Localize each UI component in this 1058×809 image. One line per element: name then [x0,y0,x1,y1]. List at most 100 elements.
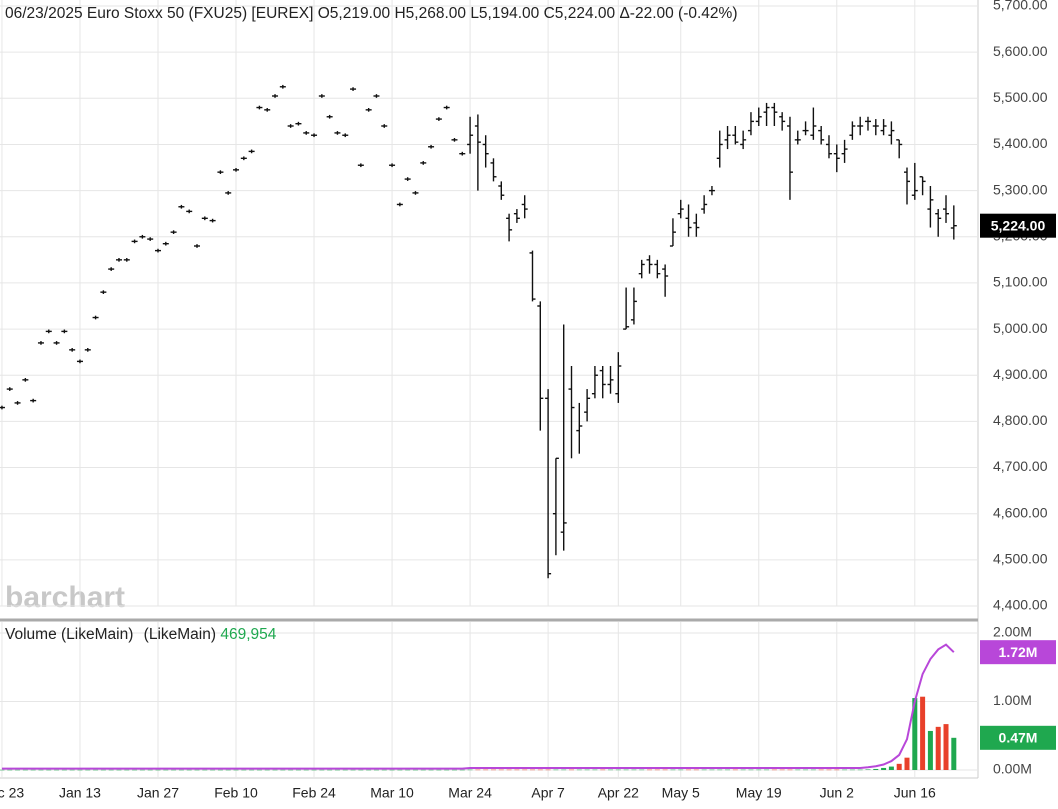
volume-bar [264,769,270,771]
volume-bar [639,769,645,771]
volume-bar [779,769,785,771]
volume-bar [615,769,621,771]
volume-subtitle: (LikeMain) [144,626,216,643]
volume-bar [147,769,153,771]
close-label: C5,224.00 [544,5,616,22]
volume-bar [405,769,411,771]
volume-bar [888,766,894,770]
volume-bar [171,769,177,771]
volume-bar [256,769,262,771]
volume-bar [818,769,824,771]
volume-bar [373,769,379,771]
high-label: H5,268.00 [394,5,466,22]
volume-bar [912,698,918,770]
plot-area [0,0,978,778]
chart-title: 06/23/2025 Euro Stoxx 50 (FXU25) [EUREX] [5,5,313,22]
volume-bar [561,769,567,771]
volume-bar [873,768,879,770]
volume-bar [116,769,122,771]
volume-bar [139,769,145,771]
line-badge: 1.72M [999,644,1038,660]
chart-header: 06/23/2025 Euro Stoxx 50 (FXU25) [EUREX]… [5,5,737,22]
volume-bar [849,769,855,771]
volume-bar [163,769,169,771]
volume-bar [334,769,340,771]
volume-bar [54,769,60,771]
volume-bar [514,769,520,771]
volume-bar [506,769,512,771]
volume-bar [623,769,629,771]
volume-bar [608,769,614,771]
volume-bar [810,769,816,771]
volume-bar [428,769,434,771]
volume-bar [46,769,52,771]
volume-bar [795,769,801,771]
volume-bar [600,769,606,771]
y-tick-label: 0.00M [993,761,1032,777]
volume-bar [529,769,535,771]
volume-bar [569,769,575,771]
y-tick-label: 4,800.00 [993,412,1048,428]
volume-bar [132,769,138,771]
x-tick-label: Mar 24 [448,785,492,801]
volume-bar [217,769,223,771]
volume-bar [7,769,13,771]
volume-bar [935,726,941,770]
volume-bar [350,769,356,771]
volume-bar [490,769,496,771]
volume-bar [576,769,582,771]
volume-bar [444,769,450,771]
volume-bar [225,769,231,771]
open-label: O5,219.00 [318,5,391,22]
price-badge: 5,224.00 [991,217,1046,233]
volume-bar [951,737,957,770]
x-tick-label: May 19 [736,785,782,801]
volume-bar [420,769,426,771]
volume-badge: 0.47M [999,730,1038,746]
volume-bar [483,769,489,771]
volume-bar [522,769,528,771]
volume-bar [38,769,44,771]
volume-bar [327,769,333,771]
volume-bar [61,769,67,771]
volume-bar [881,767,887,770]
y-tick-label: 5,100.00 [993,274,1048,290]
y-tick-label: 4,400.00 [993,597,1048,613]
volume-bar [732,769,738,771]
watermark: barchart [5,581,125,614]
y-tick-label: 1.00M [993,692,1032,708]
volume-bar [678,769,684,771]
volume-bar [272,769,278,771]
volume-bar [701,769,707,771]
volume-bar [545,769,551,771]
volume-bar [100,769,106,771]
volume-bar [210,769,216,771]
volume-bar [124,769,130,771]
volume-bar [654,769,660,771]
x-tick-label: Jan 13 [59,785,101,801]
volume-bar [670,769,676,771]
volume-bar [756,769,762,771]
volume-bar [0,769,5,771]
volume-bar [358,769,364,771]
volume-bar [740,769,746,771]
y-tick-label: 5,600.00 [993,43,1048,59]
volume-bar [803,769,809,771]
volume-bar [498,769,504,771]
volume-bar [311,769,317,771]
volume-bar [584,769,590,771]
volume-bar [857,769,863,771]
x-tick-label: Jan 27 [137,785,179,801]
volume-bar [77,769,83,771]
volume-bar [787,769,793,771]
y-tick-label: 4,900.00 [993,366,1048,382]
change-label: Δ-22.00 (-0.42%) [619,5,737,22]
y-tick-label: 5,700.00 [993,0,1048,13]
volume-bar [475,769,481,771]
volume-bar [108,769,114,771]
volume-bar [865,769,871,770]
y-tick-label: 2.00M [993,624,1032,640]
volume-bar [896,763,902,770]
